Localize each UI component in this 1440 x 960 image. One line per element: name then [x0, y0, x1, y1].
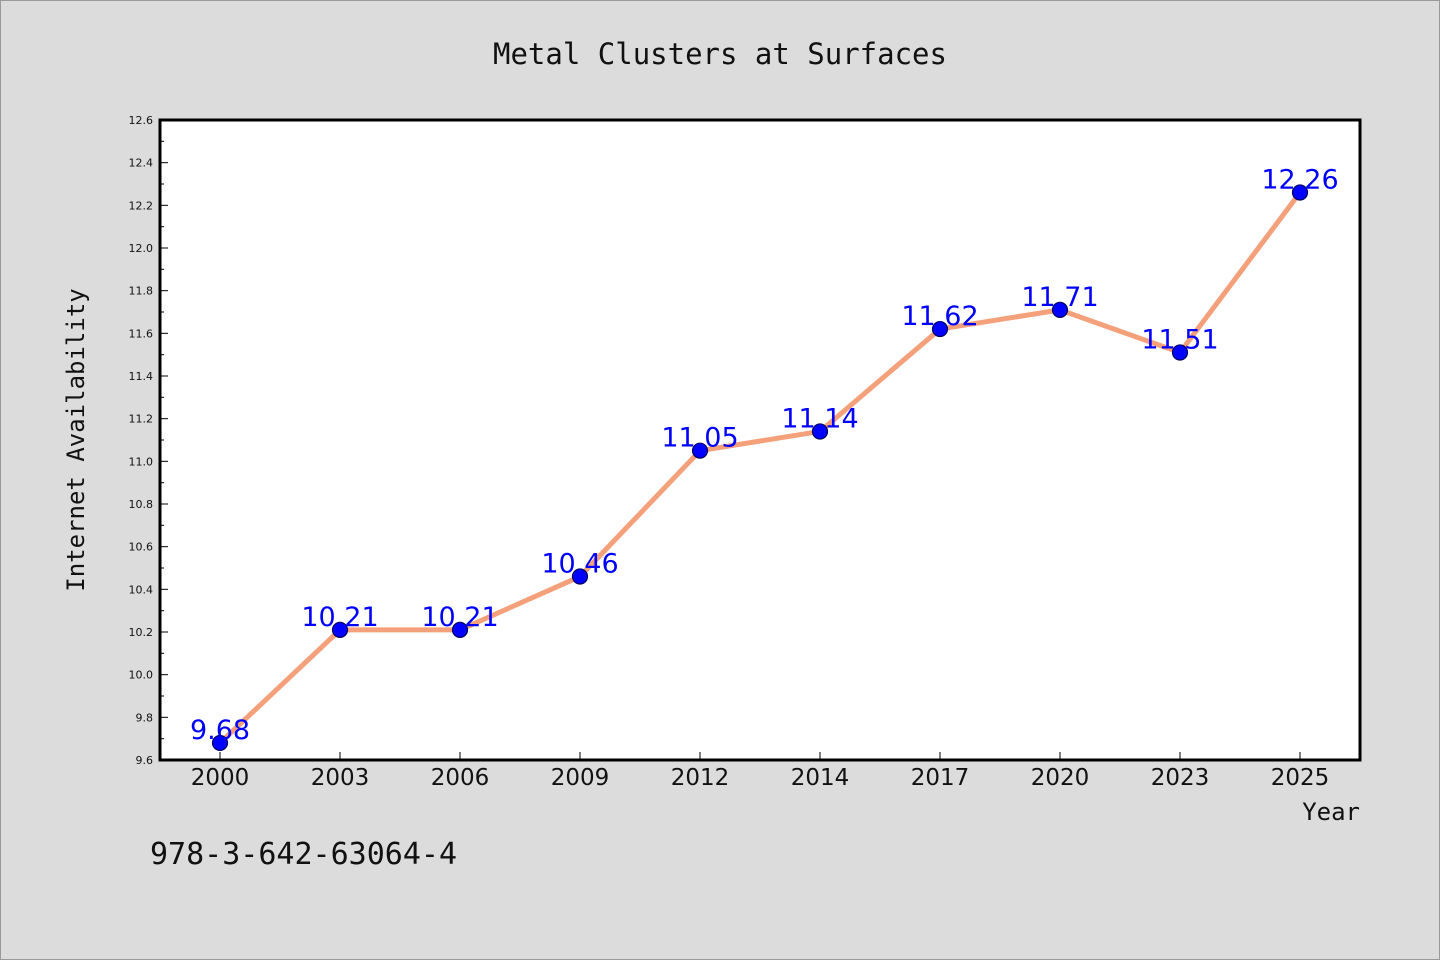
y-tick-label: 10.2	[129, 626, 154, 639]
y-tick-label: 11.8	[129, 285, 154, 298]
y-tick-label: 10.6	[129, 541, 154, 554]
data-point-marker	[331, 621, 349, 638]
y-tick-label: 12.6	[129, 114, 154, 127]
y-axis: 9.6 9.8 10.0 10.2 10.4 10.6 10.8 11.0 11.2 11.4 11…	[129, 114, 168, 767]
x-tick-label: 2000	[191, 765, 250, 791]
y-tick-label: 12.4	[129, 157, 154, 170]
y-tick-label: 11.4	[129, 370, 154, 383]
data-point-label: 9.68	[190, 715, 250, 746]
x-tick-label: 2017	[911, 765, 970, 791]
x-axis: 2000 2003 2006 2009 2012 2014 2017 2020 2023 2025	[191, 752, 1330, 791]
x-tick-label: 2006	[431, 765, 490, 791]
data-point-marker	[1051, 301, 1069, 318]
y-tick-label: 11.2	[129, 413, 154, 426]
y-tick-label: 9.8	[136, 711, 154, 724]
data-point-marker	[451, 621, 469, 638]
y-tick-label: 11.6	[129, 327, 154, 340]
x-tick-label: 2020	[1031, 765, 1090, 791]
data-point-marker	[1291, 184, 1309, 201]
data-point-marker	[691, 442, 709, 459]
x-tick-label: 2009	[551, 765, 610, 791]
y-tick-label: 10.4	[129, 583, 154, 596]
data-point-marker	[1171, 344, 1189, 361]
data-point-label: 10.21	[421, 602, 498, 633]
x-tick-label: 2025	[1271, 765, 1330, 791]
y-tick-label: 10.8	[129, 498, 154, 511]
data-point-label: 11.71	[1021, 282, 1098, 313]
y-tick-label: 9.6	[136, 754, 154, 767]
y-tick-label: 11.0	[129, 455, 154, 468]
data-point-label: 11.62	[901, 301, 978, 332]
data-point-label: 10.46	[541, 549, 618, 580]
x-tick-label: 2012	[671, 765, 730, 791]
x-tick-label: 2003	[311, 765, 370, 791]
y-tick-label: 10.0	[129, 669, 154, 682]
series-markers	[211, 184, 1309, 752]
data-point-marker	[571, 568, 589, 585]
series-line	[217, 190, 1303, 746]
y-axis-label: Internet Availability	[62, 288, 90, 591]
data-point-label: 10.21	[301, 602, 378, 633]
y-tick-label: 12.0	[129, 242, 154, 255]
data-point-label: 11.51	[1141, 325, 1218, 356]
y-tick-label: 12.2	[129, 199, 154, 212]
footnote-isbn: 978-3-642-63064-4	[150, 837, 457, 872]
data-labels: 9.68 10.21 10.21 10.46 11.05 11.14 11.62 11.71 1…	[190, 165, 1339, 746]
data-point-marker	[931, 320, 949, 338]
data-point-label: 11.05	[661, 423, 738, 454]
data-point-marker	[211, 734, 229, 752]
x-tick-label: 2023	[1151, 765, 1210, 791]
data-point-marker	[811, 423, 829, 440]
data-point-label: 12.26	[1261, 165, 1338, 196]
x-tick-label: 2014	[791, 765, 850, 791]
chart-title: Metal Clusters at Surfaces	[493, 37, 947, 71]
data-point-label: 11.14	[781, 403, 858, 434]
x-axis-label: Year	[1302, 798, 1360, 826]
